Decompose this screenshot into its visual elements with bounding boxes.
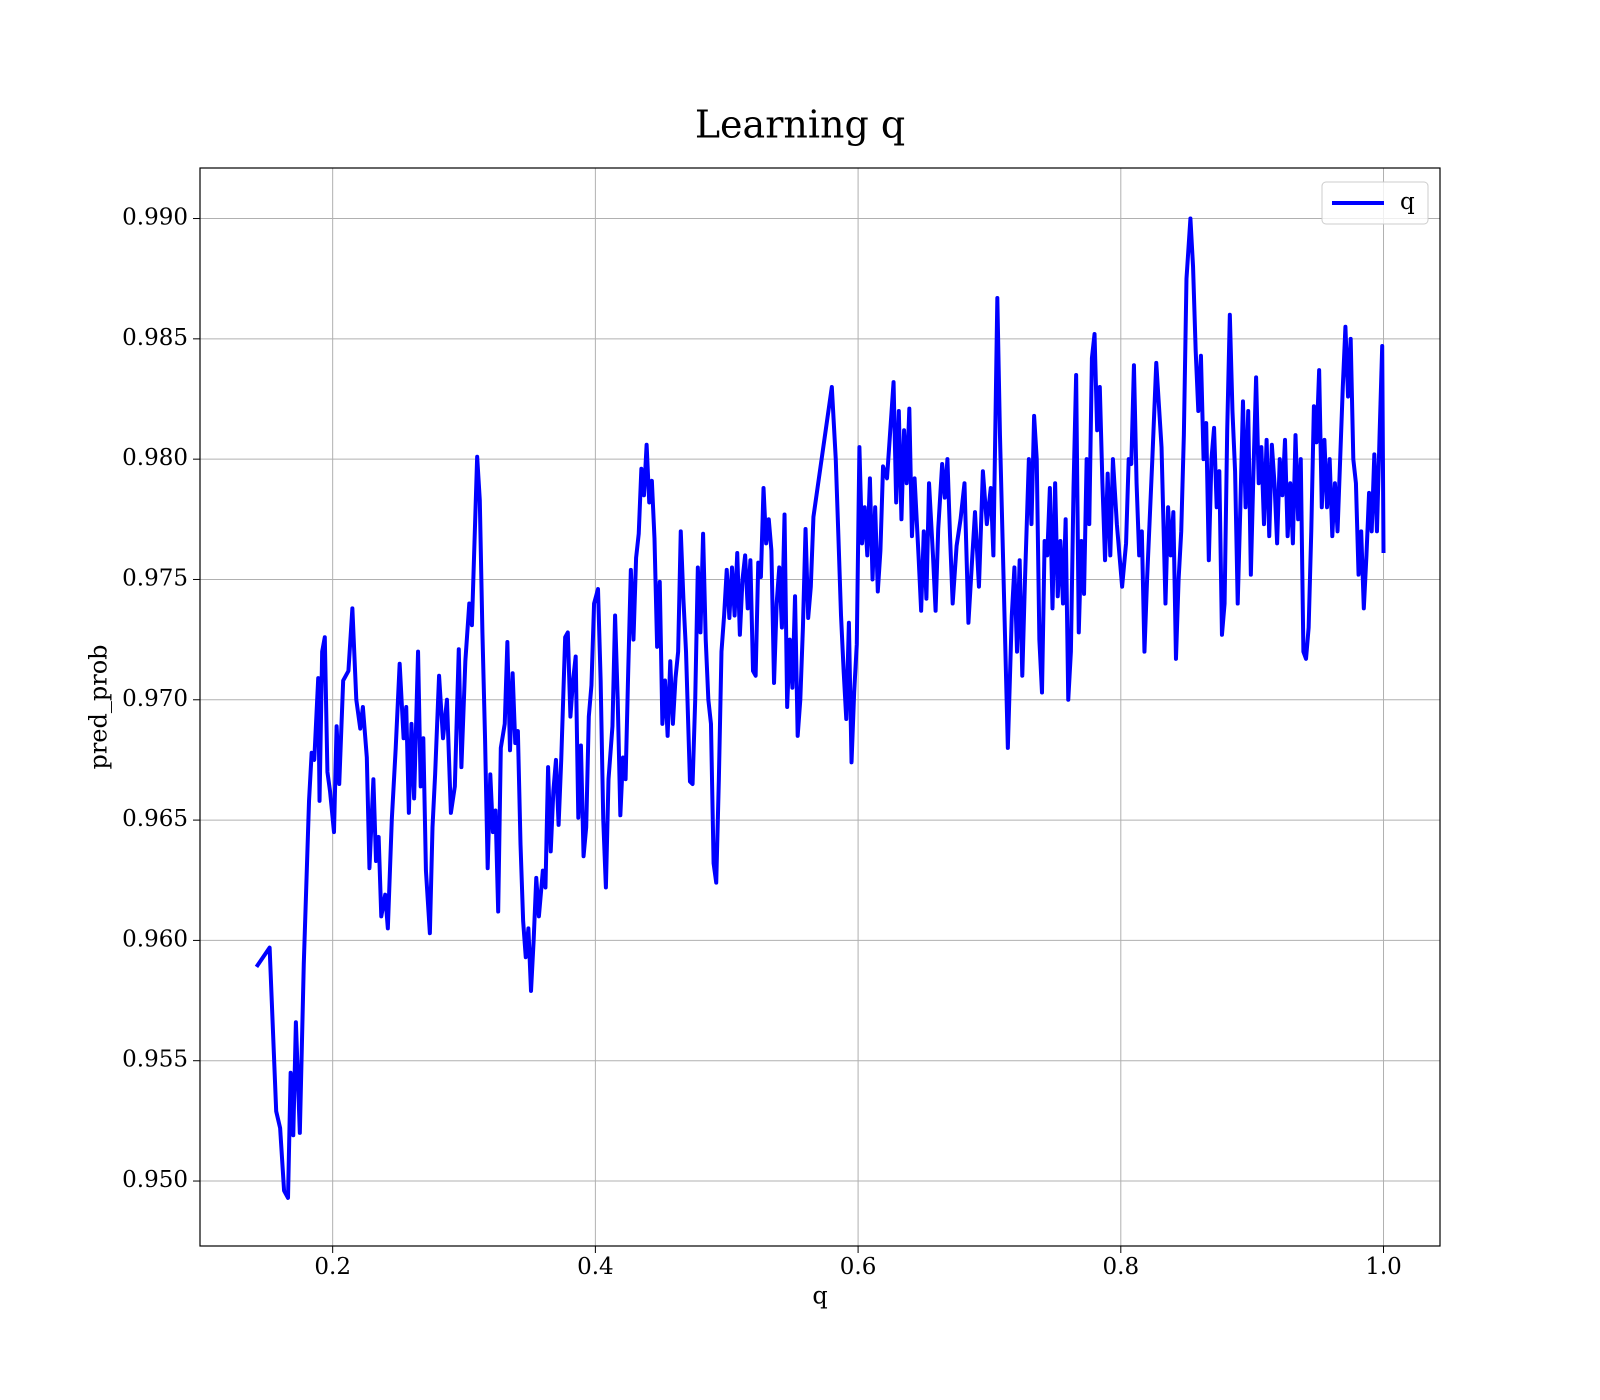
x-tick-label: 1.0 [1365, 1254, 1402, 1280]
y-tick-label: 0.970 [122, 686, 188, 712]
x-tick-label: 0.4 [577, 1254, 614, 1280]
y-tick-label: 0.960 [122, 926, 188, 952]
y-tick-label: 0.990 [122, 205, 188, 231]
x-tick-label: 0.2 [314, 1254, 351, 1280]
data-line [254, 216, 1386, 1200]
legend-label: q [1400, 189, 1415, 215]
x-tick-label: 0.8 [1103, 1254, 1140, 1280]
y-tick-label: 0.950 [122, 1167, 188, 1193]
x-axis-label: q [812, 1282, 827, 1310]
y-axis-label: pred_prob [85, 644, 113, 769]
y-tick-label: 0.985 [122, 325, 188, 351]
y-tick-label: 0.965 [122, 806, 188, 832]
plot-frame [199, 167, 1441, 1247]
y-tick-label: 0.975 [122, 565, 188, 591]
x-tick-label: 0.6 [840, 1254, 877, 1280]
y-tick-label: 0.980 [122, 445, 188, 471]
y-tick-label: 0.955 [122, 1047, 188, 1073]
chart-title: Learning q [695, 103, 905, 147]
